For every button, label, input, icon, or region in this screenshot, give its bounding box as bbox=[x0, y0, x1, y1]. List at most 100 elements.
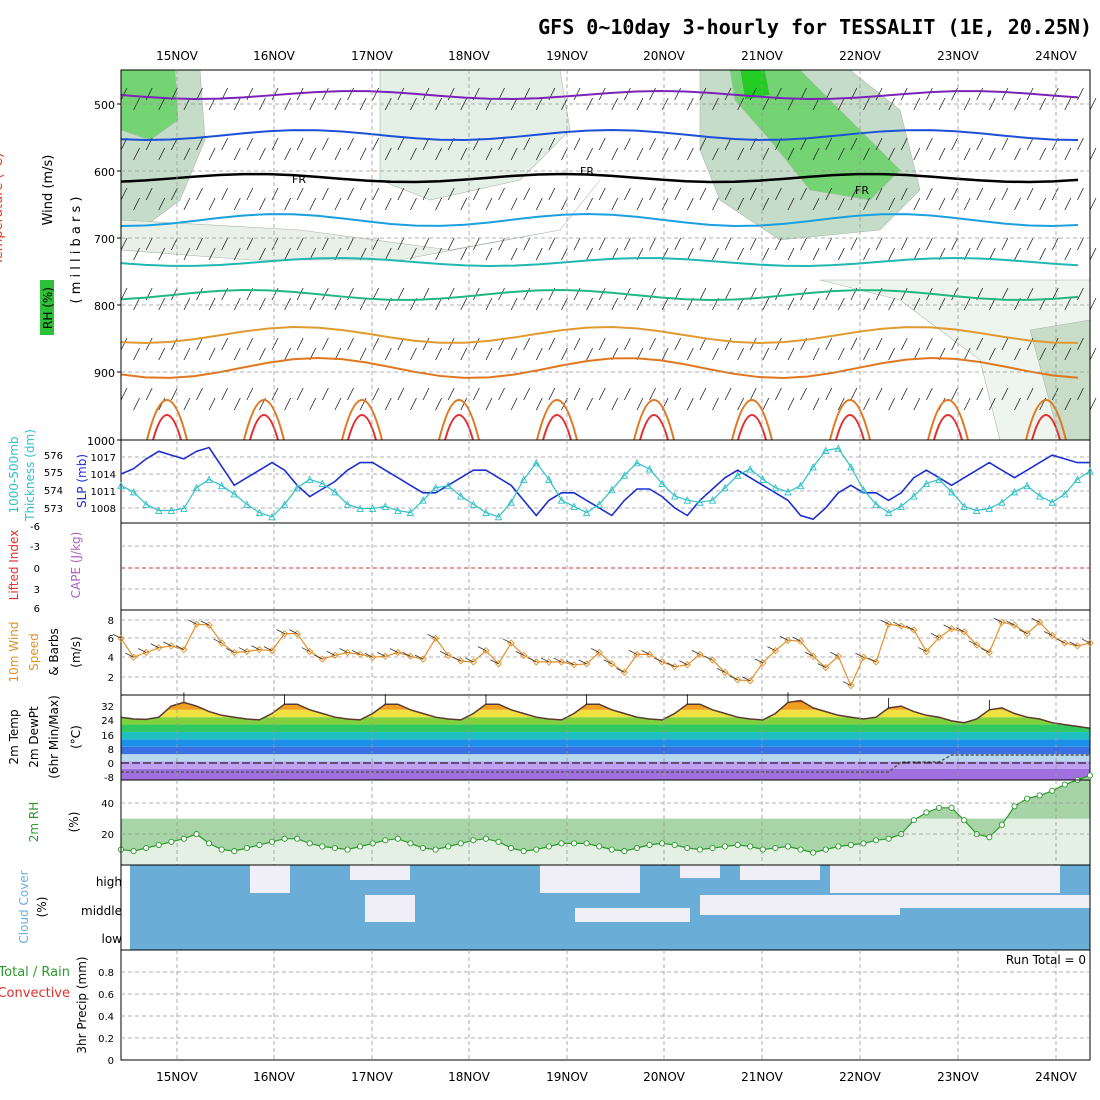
thickness-point bbox=[620, 471, 629, 479]
wind-barb bbox=[724, 337, 732, 351]
xtick-bottom-16NOV: 16NOV bbox=[253, 1070, 295, 1084]
wind-barb bbox=[988, 347, 996, 361]
ytick-slp: 1017 bbox=[91, 453, 116, 464]
wind-barb bbox=[196, 237, 203, 251]
thickness-point bbox=[268, 512, 276, 521]
x-axis-labels: 15NOV 15NOV 16NOV 16NOV 17NOV 17NOV 18NOV 18NOV… bbox=[156, 49, 1077, 1084]
wind-barb bbox=[359, 97, 367, 111]
wind-barb bbox=[963, 97, 971, 111]
wind-barb bbox=[611, 397, 619, 411]
wind-barb-10m bbox=[263, 646, 273, 651]
contour-pos25 bbox=[120, 356, 1079, 379]
chart-title: GFS 0~10day 3-hourly for TESSALIT (1E, 2… bbox=[538, 15, 1092, 39]
wind-barb bbox=[460, 397, 468, 411]
wind-barb bbox=[246, 237, 254, 251]
wind-barb bbox=[573, 237, 581, 251]
wind-barb-10m bbox=[716, 667, 726, 673]
wind-barb bbox=[221, 387, 229, 401]
wind-barb bbox=[473, 237, 480, 251]
xtick-top-17NOV: 17NOV bbox=[351, 49, 393, 63]
wind-barb bbox=[737, 347, 744, 361]
wind-barb bbox=[674, 137, 682, 151]
wind-barb bbox=[1014, 197, 1021, 211]
wind-barb bbox=[296, 237, 304, 251]
contour-diurnal-red bbox=[347, 414, 377, 441]
wind-barb bbox=[888, 197, 896, 211]
wind-barb bbox=[724, 137, 732, 151]
contour-pos15 bbox=[120, 289, 1079, 301]
wind-barb bbox=[926, 387, 933, 401]
wind-barb bbox=[397, 387, 405, 401]
cloud-gap bbox=[365, 895, 415, 922]
wind-barb bbox=[196, 187, 203, 201]
wind-barb bbox=[649, 237, 656, 251]
wind-barb bbox=[951, 387, 958, 401]
wind-barb bbox=[347, 387, 354, 401]
wind-barb bbox=[649, 287, 656, 301]
xtick-bottom-18NOV: 18NOV bbox=[448, 1070, 490, 1084]
wind-barb-10m bbox=[578, 659, 587, 665]
wind-barb bbox=[1089, 197, 1097, 211]
wind-barb-10m bbox=[137, 648, 147, 653]
wind-barb bbox=[586, 97, 593, 111]
wind-barb bbox=[749, 387, 757, 401]
wind-barb bbox=[787, 397, 795, 411]
ytick-temp: 16 bbox=[101, 731, 114, 742]
wind-barb bbox=[686, 397, 694, 411]
wind-barb bbox=[1039, 147, 1047, 161]
wind-barb bbox=[737, 247, 744, 261]
wind-barb bbox=[1001, 137, 1009, 151]
wind-barb bbox=[271, 387, 279, 401]
wind-barb bbox=[800, 187, 807, 201]
wind-barb-10m bbox=[389, 648, 399, 653]
rh-point bbox=[319, 843, 326, 850]
thickness-point bbox=[746, 465, 754, 473]
ylabel-pressure: ( m i l l i b a r s ) bbox=[69, 197, 84, 304]
wind-barb bbox=[850, 237, 858, 251]
wind-barb bbox=[183, 397, 191, 411]
contour-diurnal-orange bbox=[633, 399, 675, 441]
wind-barb bbox=[259, 197, 266, 211]
wind-barb bbox=[485, 297, 493, 311]
contour-diurnal-orange bbox=[146, 399, 188, 441]
wind-barb bbox=[1001, 187, 1009, 201]
ylabel-thickness: Thickness (dm) bbox=[23, 429, 37, 522]
wind-barb-10m bbox=[930, 633, 940, 638]
wind-barb bbox=[762, 147, 770, 161]
wind-barb bbox=[1064, 297, 1072, 311]
ytick-wind: 8 bbox=[108, 616, 114, 627]
freezing-label: FR bbox=[292, 173, 306, 186]
wind-barb bbox=[812, 347, 820, 361]
wind-barb bbox=[133, 297, 140, 311]
wind-barb bbox=[1089, 147, 1097, 161]
wind-barb bbox=[913, 97, 921, 111]
wind-barb-10m bbox=[981, 648, 990, 653]
rh-point bbox=[394, 835, 401, 842]
wind-barb bbox=[837, 97, 845, 111]
wind-barb bbox=[661, 97, 669, 111]
thickness-point bbox=[205, 475, 213, 483]
wind-barb bbox=[460, 347, 468, 361]
temp2m-panel: 32 24 16 8 0 -8 2m Temp 2m DewPt (6hr Min/Max) (°… bbox=[7, 692, 1091, 784]
wind-barb bbox=[636, 397, 644, 411]
thickness-point bbox=[834, 444, 843, 452]
ytick-pressure: 600 bbox=[94, 166, 115, 179]
ytick-thickness: 575 bbox=[44, 468, 63, 479]
wind-barb bbox=[900, 287, 908, 301]
dewpoint-line bbox=[121, 754, 1090, 773]
wind-barb-10m bbox=[641, 650, 650, 655]
cloud-gap bbox=[830, 865, 1060, 893]
wind-barb bbox=[208, 397, 216, 411]
ytick-wind: 2 bbox=[108, 673, 114, 684]
wind-barb bbox=[196, 287, 203, 301]
contour-diurnal-red bbox=[835, 414, 865, 441]
wind-barb bbox=[598, 287, 606, 301]
wind-barb bbox=[624, 87, 631, 101]
wind-barb bbox=[221, 137, 229, 151]
rh-point bbox=[835, 843, 842, 850]
contour-diurnal-orange bbox=[927, 399, 969, 441]
wind-barb bbox=[1001, 237, 1009, 251]
wind-barb bbox=[334, 297, 342, 311]
wind-barb bbox=[875, 137, 883, 151]
